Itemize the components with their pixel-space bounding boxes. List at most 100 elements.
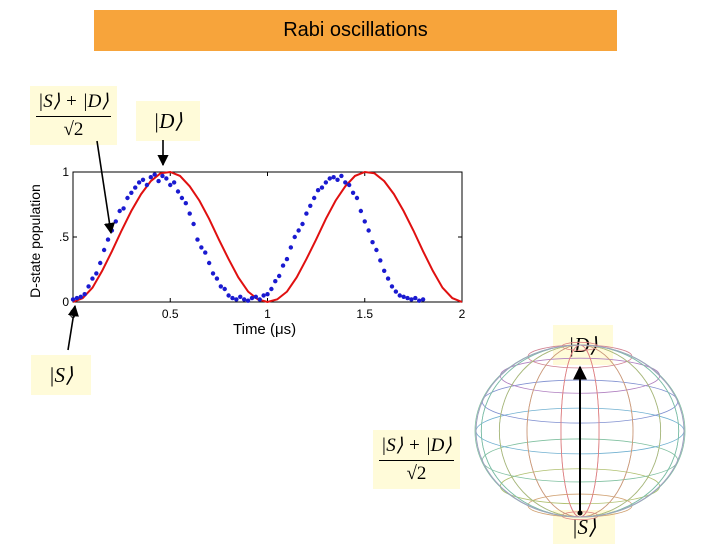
fit-line xyxy=(72,170,463,304)
data-point xyxy=(98,260,103,266)
superposition-label-top: |S⟩ + |D⟩ √2 xyxy=(30,86,117,145)
data-point xyxy=(168,182,173,188)
data-point xyxy=(133,185,138,190)
x-tick-label: 1.5 xyxy=(356,307,373,321)
data-point xyxy=(179,195,185,201)
y-tick-label: .5 xyxy=(59,230,69,244)
page-title: Rabi oscillations xyxy=(283,19,428,41)
data-point xyxy=(164,176,169,181)
data-point xyxy=(156,178,161,184)
data-point xyxy=(160,173,165,179)
ket-s-text: |S⟩ xyxy=(48,362,74,387)
data-point xyxy=(273,279,278,284)
data-point xyxy=(218,284,224,289)
data-point xyxy=(191,221,196,227)
data-point xyxy=(136,180,142,185)
x-axis-label: Time (μs) xyxy=(233,321,297,338)
data-point xyxy=(121,206,126,211)
data-point xyxy=(230,295,235,301)
data-point xyxy=(265,292,270,297)
data-point xyxy=(308,203,313,208)
superposition-numerator: |S⟩ + |D⟩ xyxy=(379,434,454,461)
data-point xyxy=(311,195,317,201)
data-point xyxy=(94,271,99,276)
data-point xyxy=(366,228,371,233)
data-point xyxy=(335,177,340,182)
data-point xyxy=(420,297,426,302)
data-point xyxy=(417,298,422,303)
data-point xyxy=(280,263,286,268)
data-point xyxy=(354,195,360,201)
ket-d-label-top: |D⟩ xyxy=(136,101,200,141)
data-point xyxy=(374,247,379,253)
data-point xyxy=(358,208,364,214)
data-point xyxy=(222,286,227,292)
data-point xyxy=(241,297,247,302)
bloch-outline xyxy=(475,344,685,518)
y-tick-label: 1 xyxy=(62,165,69,179)
data-point xyxy=(304,211,309,216)
data-point xyxy=(401,294,406,299)
data-point xyxy=(343,180,348,185)
data-point xyxy=(226,293,231,298)
superposition-numerator: |S⟩ + |D⟩ xyxy=(36,90,111,117)
data-point xyxy=(389,284,395,289)
data-point xyxy=(101,247,107,253)
data-point xyxy=(350,190,356,195)
data-point xyxy=(203,250,208,255)
bloch-sphere xyxy=(474,341,686,521)
data-point xyxy=(257,297,262,302)
data-point xyxy=(214,276,220,281)
data-point xyxy=(234,297,239,302)
data-point xyxy=(405,295,410,301)
data-point xyxy=(323,180,329,185)
data-point xyxy=(113,219,118,224)
data-point xyxy=(70,297,76,302)
data-point xyxy=(175,189,181,194)
data-point xyxy=(90,276,95,281)
data-point xyxy=(183,201,189,206)
data-point xyxy=(238,294,243,299)
data-point xyxy=(148,175,153,180)
data-point xyxy=(413,295,418,301)
data-point xyxy=(315,188,321,193)
data-point xyxy=(82,292,87,297)
data-point xyxy=(378,258,383,263)
data-point xyxy=(327,176,332,181)
data-point xyxy=(210,271,216,276)
data-point xyxy=(187,211,192,216)
data-point xyxy=(261,293,266,298)
data-point xyxy=(152,172,157,177)
data-point xyxy=(370,240,375,245)
fit-curve xyxy=(72,170,463,304)
data-point xyxy=(362,219,367,224)
data-point xyxy=(206,260,212,266)
data-point xyxy=(409,297,414,302)
data-point xyxy=(288,245,294,250)
data-point xyxy=(319,185,325,190)
data-point xyxy=(245,298,251,303)
superposition-denominator: √2 xyxy=(406,463,427,484)
data-point xyxy=(284,256,290,262)
data-point xyxy=(171,180,177,185)
data-point xyxy=(125,195,130,201)
arrow-superposition-to-plot xyxy=(96,140,116,235)
ket-d-text: |D⟩ xyxy=(153,108,183,133)
superposition-denominator: √2 xyxy=(63,119,84,140)
data-point xyxy=(199,245,204,250)
data-point xyxy=(385,276,391,281)
y-tick-label: 0 xyxy=(62,295,69,309)
data-point xyxy=(105,237,111,242)
data-point xyxy=(346,182,352,188)
data-point xyxy=(300,221,305,227)
x-tick-label: 2 xyxy=(459,307,466,321)
title-banner: Rabi oscillations xyxy=(94,10,617,51)
data-point xyxy=(382,268,387,273)
axis-ticks: 00.511.520.51 xyxy=(59,165,466,321)
arrow-ket-s-to-origin xyxy=(67,304,79,351)
data-point xyxy=(339,173,344,179)
x-tick-label: 0.5 xyxy=(162,307,179,321)
superposition-label-bottom: |S⟩ + |D⟩ √2 xyxy=(373,430,460,489)
data-point xyxy=(393,289,399,294)
data-point xyxy=(78,294,83,299)
